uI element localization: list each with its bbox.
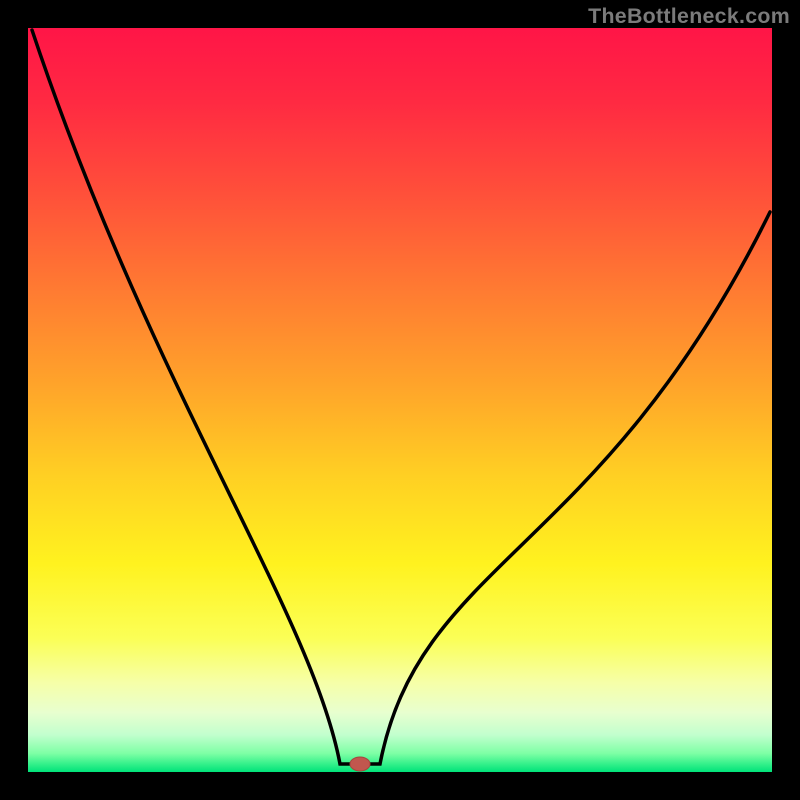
- bottleneck-chart: [0, 0, 800, 800]
- gradient-background: [28, 28, 772, 772]
- chart-stage: TheBottleneck.com: [0, 0, 800, 800]
- optimal-marker: [350, 757, 370, 771]
- watermark-text: TheBottleneck.com: [588, 4, 790, 29]
